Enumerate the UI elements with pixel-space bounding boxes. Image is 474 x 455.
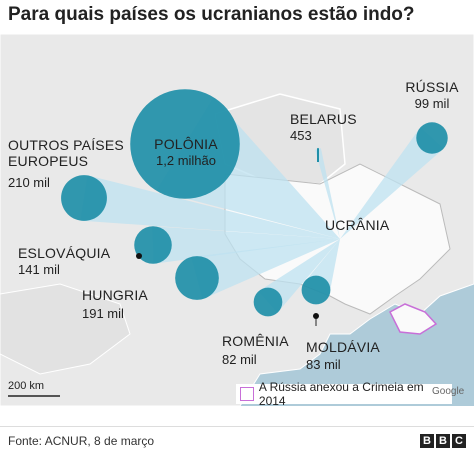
logo-letter: B: [420, 434, 434, 448]
destination-value: 99 mil: [414, 96, 450, 111]
bubble: [61, 175, 107, 221]
bubble: [416, 122, 448, 154]
logo-letter: C: [452, 434, 466, 448]
destination-name: BELARUS: [290, 111, 357, 127]
destination-value: 83 mil: [306, 357, 341, 372]
destination-name: ESLOVÁQUIA: [18, 245, 111, 261]
bubble: [253, 287, 283, 317]
divider: [0, 426, 474, 427]
destination-name: POLÔNIA: [154, 136, 218, 152]
flow: [152, 226, 340, 264]
bubble: [134, 226, 172, 264]
bubbles: [61, 89, 448, 326]
title: Para quais países os ucranianos estão in…: [8, 4, 415, 25]
destination-value: 82 mil: [222, 352, 257, 367]
destination-value: 191 mil: [82, 306, 124, 321]
logo-letter: B: [436, 434, 450, 448]
destination-value: 453: [290, 128, 312, 143]
destination-name: EUROPEUS: [8, 153, 89, 169]
crimea: [389, 303, 438, 335]
attribution: Google: [432, 386, 465, 397]
destination-value: 1,2 milhão: [156, 153, 216, 168]
legend-swatch: [240, 387, 254, 401]
bubble: [301, 275, 331, 305]
logo: B B C: [420, 434, 466, 448]
destination-name: RÚSSIA: [405, 79, 459, 95]
legend: A Rússia anexou a Crimeia em 2014: [236, 380, 452, 408]
flow: [315, 148, 340, 239]
destination-value: 210 mil: [8, 175, 50, 190]
origin-name: UCRÂNIA: [325, 217, 390, 233]
destination-name: MOLDÁVIA: [306, 339, 380, 355]
source: Fonte: ACNUR, 8 de março: [8, 434, 155, 448]
destination-name: ROMÊNIA: [222, 333, 289, 349]
legend-label: A Rússia anexou a Crimeia em 2014: [258, 380, 424, 408]
destination-name: OUTROS PAÍSES: [8, 137, 124, 153]
map: [0, 34, 474, 406]
location-dot: [136, 253, 142, 259]
flow: [191, 239, 340, 300]
destination-value: 141 mil: [18, 262, 60, 277]
destination-name: HUNGRIA: [82, 287, 148, 303]
bubble: [175, 256, 219, 300]
location-dot: [313, 313, 319, 319]
bubble: [130, 89, 240, 199]
flow: [80, 175, 341, 239]
scale-label: 200 km: [8, 380, 45, 392]
land-west: [0, 283, 131, 375]
flow: [340, 127, 444, 239]
